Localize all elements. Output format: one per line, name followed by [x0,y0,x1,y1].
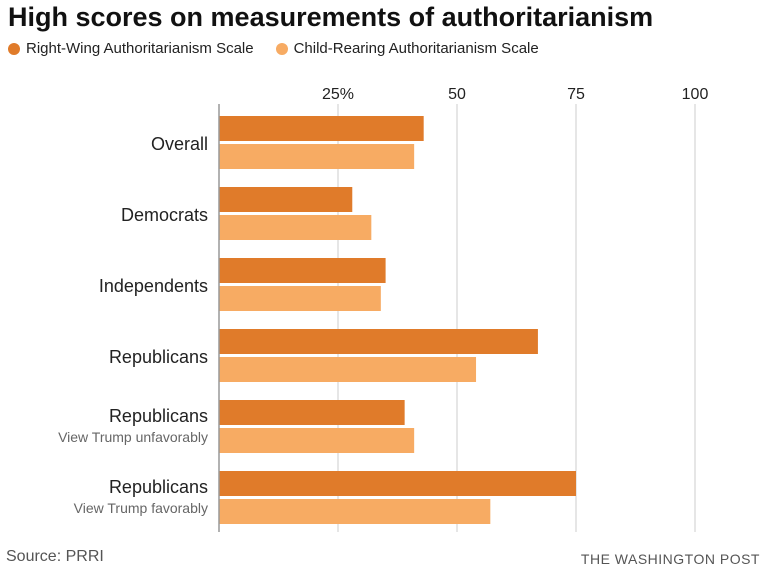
bar-right-wing [219,471,576,496]
publisher-credit: THE WASHINGTON POST [580,551,760,567]
bar-right-wing [219,258,386,283]
category-label: Republicans [109,347,208,367]
category-sublabel: View Trump favorably [74,500,208,516]
bar-right-wing [219,400,405,425]
category-label: Overall [151,134,208,154]
bar-right-wing [219,187,353,212]
category-label: Independents [99,276,208,296]
x-tick-label: 100 [682,86,709,103]
bar-right-wing [219,116,424,141]
legend-label-right-wing: Right-Wing Authoritarianism Scale [26,40,254,57]
legend-dot-child-rearing [275,42,288,55]
legend: Right-Wing Authoritarianism Scale Child-… [8,40,561,57]
bar-child-rearing [219,428,415,453]
category-sublabel: View Trump unfavorably [58,429,208,445]
bar-child-rearing [219,144,415,169]
bar-right-wing [219,329,538,354]
bar-child-rearing [219,286,381,311]
legend-dot-right-wing [8,42,20,55]
legend-label-child-rearing: Child-Rearing Authoritarianism Scale [293,40,539,57]
source-note: Source: PRRI [6,548,104,565]
bar-child-rearing [219,215,372,240]
category-label: Republicans [109,477,208,497]
bar-child-rearing [219,499,491,524]
chart-title: High scores on measurements of authorita… [8,2,654,32]
x-tick-label: 50 [448,86,466,103]
category-label: Republicans [109,406,208,426]
x-tick-label: 75 [567,86,585,103]
bar-child-rearing [219,357,477,382]
category-label: Democrats [121,205,208,225]
x-tick-label: 25% [322,86,354,103]
legend-item-right-wing: Right-Wing Authoritarianism Scale [8,40,254,57]
legend-item-child-rearing: Child-Rearing Authoritarianism Scale [275,40,539,57]
